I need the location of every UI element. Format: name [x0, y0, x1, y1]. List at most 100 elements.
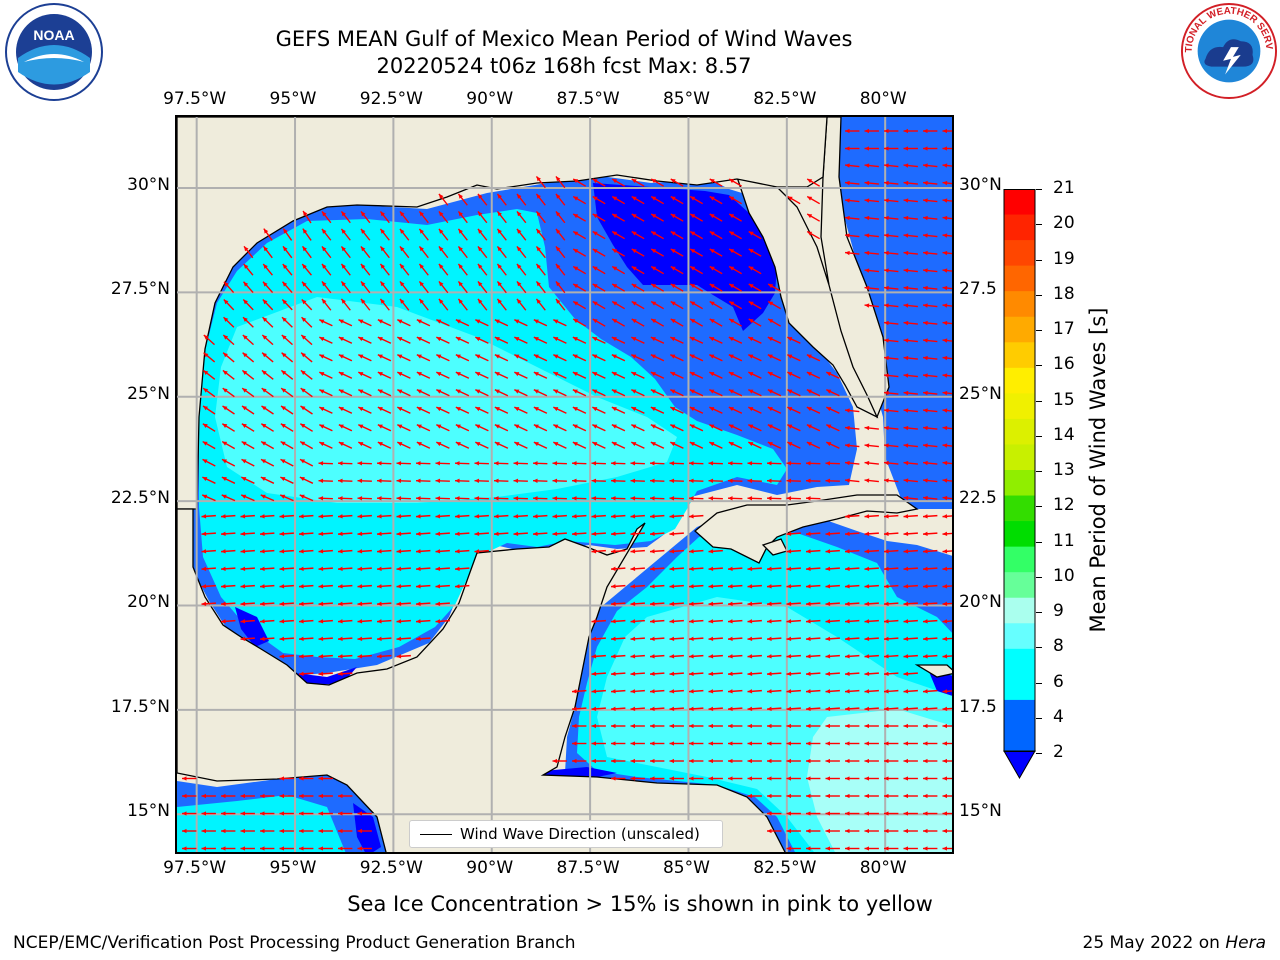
- wind-wave-arrowhead: [299, 619, 304, 624]
- wind-wave-arrowhead: [884, 198, 889, 203]
- wind-wave-arrowhead: [923, 478, 928, 483]
- wind-wave-arrowhead: [591, 531, 597, 536]
- wind-wave-arrowhead: [728, 636, 733, 641]
- wind-wave-arrowhead: [923, 198, 928, 203]
- wind-wave-arrowhead: [261, 423, 267, 428]
- wind-wave-arrowhead: [455, 549, 460, 554]
- wind-wave-arrowhead: [903, 654, 909, 659]
- wind-wave-arrowhead: [338, 442, 344, 447]
- wind-wave-arrowhead: [360, 281, 366, 287]
- wind-wave-arrowhead: [497, 228, 502, 234]
- wind-wave-arrowhead: [864, 443, 870, 448]
- wind-wave-arrowhead: [786, 619, 792, 624]
- wind-wave-arrowhead: [651, 284, 657, 289]
- wind-wave-arrowhead: [845, 636, 850, 641]
- wind-wave-arrowhead: [669, 654, 675, 659]
- wind-wave-arrowhead: [553, 389, 559, 394]
- wind-wave-arrowhead: [690, 284, 696, 289]
- wind-wave-arrowhead: [884, 425, 889, 431]
- wind-wave-arrowhead: [261, 441, 267, 446]
- wind-wave-arrowhead: [650, 584, 655, 589]
- wind-wave-arrowhead: [942, 531, 948, 536]
- wind-wave-arrowhead: [241, 494, 247, 499]
- wind-wave-arrowhead: [474, 514, 480, 519]
- wind-wave-arrowhead: [825, 723, 831, 729]
- wind-wave-arrowhead: [279, 636, 285, 641]
- wind-wave-arrowhead: [611, 723, 616, 729]
- wind-wave-arrowhead: [224, 281, 229, 287]
- wind-wave-arrowhead: [438, 263, 444, 269]
- us-gulf-coast-land: [177, 117, 828, 510]
- axis-tick-label: 27.5: [959, 279, 997, 300]
- colorbar-segment: [1004, 699, 1035, 726]
- wind-wave-arrowhead: [806, 793, 811, 799]
- wind-wave-arrowhead: [221, 494, 227, 499]
- wind-wave-arrowhead: [709, 337, 715, 342]
- wind-wave-arrowhead: [592, 266, 598, 271]
- wind-wave-arrowhead: [884, 549, 889, 554]
- wind-wave-arrowhead: [845, 723, 850, 729]
- wind-wave-arrowhead: [690, 196, 696, 201]
- wind-wave-arrowhead: [222, 459, 228, 464]
- wind-wave-arrowhead: [669, 566, 675, 571]
- wind-wave-arrowhead: [631, 266, 637, 271]
- wind-wave-arrowhead: [203, 388, 209, 393]
- wind-wave-arrowhead: [416, 389, 422, 394]
- wind-wave-arrowhead: [630, 461, 636, 466]
- wind-wave-arrowhead: [182, 793, 187, 799]
- wind-wave-arrowhead: [201, 793, 207, 799]
- wind-wave-arrowhead: [300, 423, 306, 428]
- wind-wave-arrowhead: [436, 424, 442, 429]
- wind-wave-arrowhead: [942, 390, 948, 396]
- pacific-period-4-6: [177, 795, 346, 852]
- wind-wave-arrowhead: [455, 478, 460, 484]
- wind-wave-arrowhead: [747, 654, 753, 659]
- wind-wave-arrowhead: [242, 388, 248, 393]
- wind-wave-arrowhead: [299, 654, 304, 659]
- wind-wave-arrowhead: [221, 846, 226, 851]
- wind-wave-arrowhead: [573, 266, 579, 271]
- wind-wave-arrowhead: [903, 163, 909, 168]
- wind-wave-arrowhead: [280, 423, 286, 428]
- wind-wave-arrowhead: [631, 442, 637, 447]
- wind-wave-arrowhead: [903, 180, 909, 186]
- wind-wave-arrowhead: [708, 478, 714, 484]
- wind-wave-arrowhead: [708, 619, 714, 624]
- wind-wave-arrowhead: [279, 531, 285, 536]
- wind-wave-arrowhead: [747, 758, 753, 764]
- wind-wave-arrowhead: [380, 246, 385, 252]
- wind-wave-arrowhead: [884, 654, 889, 659]
- wind-wave-arrowhead: [260, 494, 266, 499]
- wind-wave-arrowhead: [377, 549, 382, 554]
- wind-wave-arrowhead: [260, 584, 265, 589]
- wind-wave-arrowhead: [416, 531, 421, 536]
- wind-wave-arrowhead: [923, 776, 928, 781]
- wind-wave-arrowhead: [729, 301, 735, 306]
- wind-wave-arrowhead: [533, 461, 538, 466]
- wind-wave-arrowhead: [708, 654, 714, 659]
- wind-wave-arrowhead: [380, 263, 385, 269]
- wind-wave-arrowhead: [435, 496, 441, 501]
- wind-wave-arrowhead: [458, 193, 463, 199]
- wind-wave-arrowhead: [357, 636, 363, 641]
- wind-wave-arrowhead: [806, 531, 811, 536]
- wind-wave-arrowhead: [591, 549, 597, 554]
- wind-wave-arrowhead: [806, 496, 811, 501]
- wind-wave-arrowhead: [708, 496, 714, 501]
- wind-wave-arrowhead: [845, 793, 850, 799]
- wind-wave-arrowhead: [942, 811, 948, 816]
- wind-wave-arrowhead: [923, 268, 928, 273]
- wind-wave-arrowhead: [611, 758, 616, 764]
- wind-wave-arrowhead: [611, 442, 617, 447]
- wind-wave-arrowhead: [494, 442, 500, 447]
- wind-wave-arrowhead: [630, 689, 636, 694]
- wind-wave-arrowhead: [494, 319, 500, 324]
- wind-wave-arrowhead: [787, 354, 793, 359]
- wind-wave-arrowhead: [592, 196, 598, 201]
- wind-wave-arrowhead: [884, 390, 889, 396]
- wind-wave-arrowhead: [942, 723, 948, 729]
- wind-wave-arrowhead: [399, 281, 405, 287]
- wind-wave-arrowhead: [786, 689, 792, 694]
- wind-wave-arrowhead: [591, 619, 597, 624]
- wind-wave-arrowhead: [689, 389, 695, 394]
